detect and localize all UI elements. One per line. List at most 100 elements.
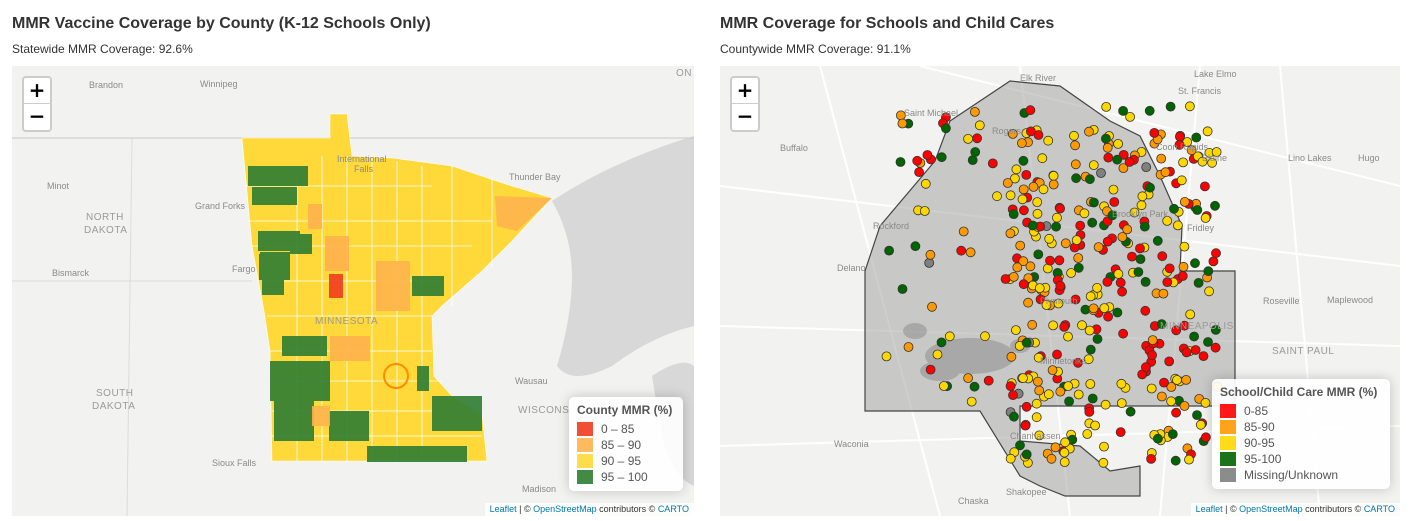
school-marker[interactable]: [925, 364, 936, 375]
school-marker[interactable]: [924, 257, 935, 268]
school-marker[interactable]: [1179, 241, 1190, 252]
zoom-in-button[interactable]: +: [24, 78, 50, 104]
school-marker[interactable]: [1133, 267, 1144, 277]
school-marker[interactable]: [1169, 203, 1179, 214]
school-marker[interactable]: [1059, 457, 1070, 468]
school-marker[interactable]: [983, 375, 994, 386]
school-marker[interactable]: [1208, 256, 1219, 267]
school-marker[interactable]: [1018, 279, 1029, 290]
school-marker[interactable]: [1073, 253, 1084, 263]
school-marker[interactable]: [1084, 126, 1094, 137]
school-marker[interactable]: [1146, 453, 1157, 464]
school-marker[interactable]: [1098, 457, 1109, 468]
school-marker[interactable]: [1118, 150, 1129, 160]
school-marker[interactable]: [1122, 224, 1133, 235]
school-marker[interactable]: [1178, 157, 1189, 168]
school-marker[interactable]: [1055, 203, 1066, 214]
school-marker[interactable]: [1018, 373, 1028, 384]
school-marker[interactable]: [1015, 240, 1026, 251]
school-marker[interactable]: [936, 152, 947, 163]
school-marker[interactable]: [1025, 105, 1036, 116]
school-marker[interactable]: [1017, 194, 1028, 205]
school-marker[interactable]: [1179, 401, 1190, 411]
school-marker[interactable]: [927, 301, 937, 312]
school-marker[interactable]: [1093, 242, 1104, 253]
school-marker[interactable]: [1139, 221, 1150, 232]
school-marker[interactable]: [1005, 228, 1016, 239]
school-marker[interactable]: [1099, 303, 1110, 314]
school-marker[interactable]: [1032, 376, 1043, 387]
school-marker[interactable]: [1102, 236, 1113, 247]
school-marker[interactable]: [965, 247, 976, 258]
school-marker[interactable]: [1179, 196, 1190, 207]
school-marker[interactable]: [1178, 261, 1189, 272]
school-marker[interactable]: [1118, 106, 1129, 116]
school-marker[interactable]: [1211, 248, 1221, 259]
school-marker[interactable]: [1048, 179, 1059, 190]
school-marker[interactable]: [1207, 157, 1218, 168]
school-marker[interactable]: [1079, 208, 1090, 219]
school-marker[interactable]: [1166, 396, 1177, 407]
school-marker[interactable]: [1038, 184, 1049, 195]
school-marker[interactable]: [1087, 393, 1098, 404]
school-marker[interactable]: [1023, 297, 1034, 308]
school-marker[interactable]: [1186, 145, 1197, 156]
school-marker[interactable]: [1124, 157, 1135, 167]
school-marker[interactable]: [963, 134, 974, 144]
school-marker[interactable]: [1165, 101, 1176, 112]
school-marker[interactable]: [1006, 351, 1017, 362]
school-marker[interactable]: [1055, 386, 1066, 397]
school-marker[interactable]: [1162, 277, 1173, 288]
school-marker[interactable]: [1027, 220, 1038, 231]
school-marker[interactable]: [992, 191, 1002, 202]
school-marker[interactable]: [1103, 152, 1114, 163]
school-marker[interactable]: [1009, 173, 1020, 184]
school-marker[interactable]: [1115, 277, 1126, 288]
osm-link[interactable]: OpenStreetMap: [533, 504, 597, 514]
school-marker[interactable]: [1064, 396, 1075, 407]
school-marker[interactable]: [1025, 126, 1036, 137]
school-marker[interactable]: [1015, 440, 1025, 451]
school-marker[interactable]: [1045, 255, 1055, 266]
school-marker[interactable]: [1085, 344, 1096, 355]
school-marker[interactable]: [1000, 274, 1011, 284]
school-marker[interactable]: [1184, 101, 1195, 112]
school-marker[interactable]: [1033, 249, 1044, 260]
school-marker[interactable]: [1048, 320, 1059, 331]
school-marker[interactable]: [897, 118, 908, 129]
school-marker[interactable]: [1135, 254, 1146, 265]
school-marker[interactable]: [1052, 212, 1062, 223]
school-marker[interactable]: [920, 178, 931, 189]
school-marker[interactable]: [1160, 167, 1171, 178]
school-marker[interactable]: [1144, 105, 1155, 116]
school-marker[interactable]: [1140, 305, 1151, 316]
school-marker[interactable]: [958, 226, 969, 237]
school-marker[interactable]: [1032, 197, 1043, 208]
school-marker[interactable]: [1041, 300, 1052, 310]
school-marker[interactable]: [1210, 324, 1221, 335]
school-marker[interactable]: [1037, 153, 1048, 164]
school-marker[interactable]: [967, 155, 978, 165]
carto-link[interactable]: CARTO: [657, 504, 689, 514]
school-marker[interactable]: [1210, 200, 1220, 211]
school-marker[interactable]: [1047, 365, 1058, 376]
school-marker[interactable]: [1075, 220, 1086, 231]
school-marker[interactable]: [1032, 208, 1043, 219]
school-marker[interactable]: [1204, 286, 1215, 297]
school-marker[interactable]: [1099, 441, 1109, 452]
school-marker[interactable]: [1117, 232, 1128, 242]
school-marker[interactable]: [1071, 235, 1082, 246]
school-marker[interactable]: [1090, 420, 1101, 431]
school-marker[interactable]: [1084, 406, 1095, 417]
school-marker[interactable]: [1129, 207, 1140, 218]
school-marker[interactable]: [940, 123, 951, 134]
school-marker[interactable]: [1190, 345, 1201, 355]
school-marker[interactable]: [919, 206, 930, 216]
school-marker[interactable]: [897, 284, 908, 294]
school-marker[interactable]: [1184, 454, 1194, 465]
school-marker[interactable]: [912, 155, 923, 166]
school-marker[interactable]: [1115, 427, 1126, 438]
school-points-map[interactable]: Elk River Lake Elmo St. Francis Saint Mi…: [720, 66, 1400, 516]
school-marker[interactable]: [1190, 258, 1200, 269]
school-marker[interactable]: [1176, 175, 1187, 186]
